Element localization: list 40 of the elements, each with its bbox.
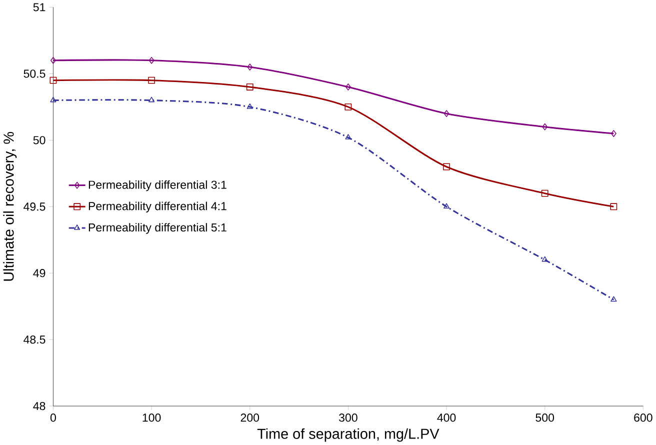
point — [541, 190, 548, 197]
point — [148, 56, 154, 64]
x-tick-label: 200 — [240, 414, 260, 422]
y-tick-label: 49 — [33, 269, 46, 278]
y-tick-label: 49.5 — [24, 202, 46, 211]
point — [444, 110, 450, 118]
point — [542, 256, 548, 262]
point — [148, 96, 155, 102]
point — [50, 56, 56, 64]
point — [443, 163, 450, 170]
point — [345, 134, 352, 140]
point — [610, 130, 616, 137]
point — [148, 76, 156, 84]
x-axis-title: Time of separation, mg/L.PV — [257, 428, 440, 442]
x-tick-label: 100 — [142, 414, 161, 422]
y-tick-label: 50.5 — [24, 70, 46, 78]
point — [610, 296, 617, 302]
point — [246, 84, 254, 90]
point — [246, 103, 253, 109]
x-tick-label: 500 — [536, 414, 554, 422]
x-tick-label: 0 — [50, 414, 56, 422]
y-tick-label: 48 — [33, 402, 46, 410]
point — [542, 123, 548, 130]
point — [610, 203, 618, 210]
point — [247, 64, 253, 71]
legend-label: Permeability differential 5:1 — [88, 223, 226, 234]
point — [344, 103, 352, 110]
x-tick-label: 600 — [634, 414, 652, 422]
x-tick-label: 400 — [437, 414, 456, 422]
point — [50, 96, 56, 102]
point — [346, 84, 351, 90]
y-tick-label: 51 — [33, 3, 46, 12]
y-tick-label: 50 — [33, 136, 46, 144]
y-tick-label: 48.5 — [24, 336, 46, 344]
x-tick-label: 300 — [339, 414, 358, 422]
legend-label: Permeability differential 4:1 — [88, 202, 226, 213]
y-axis-title: Ultimate oil recovery, % — [3, 132, 17, 281]
point — [443, 203, 450, 209]
legend-label: Permeability differential 3:1 — [88, 180, 226, 192]
point — [50, 76, 57, 84]
